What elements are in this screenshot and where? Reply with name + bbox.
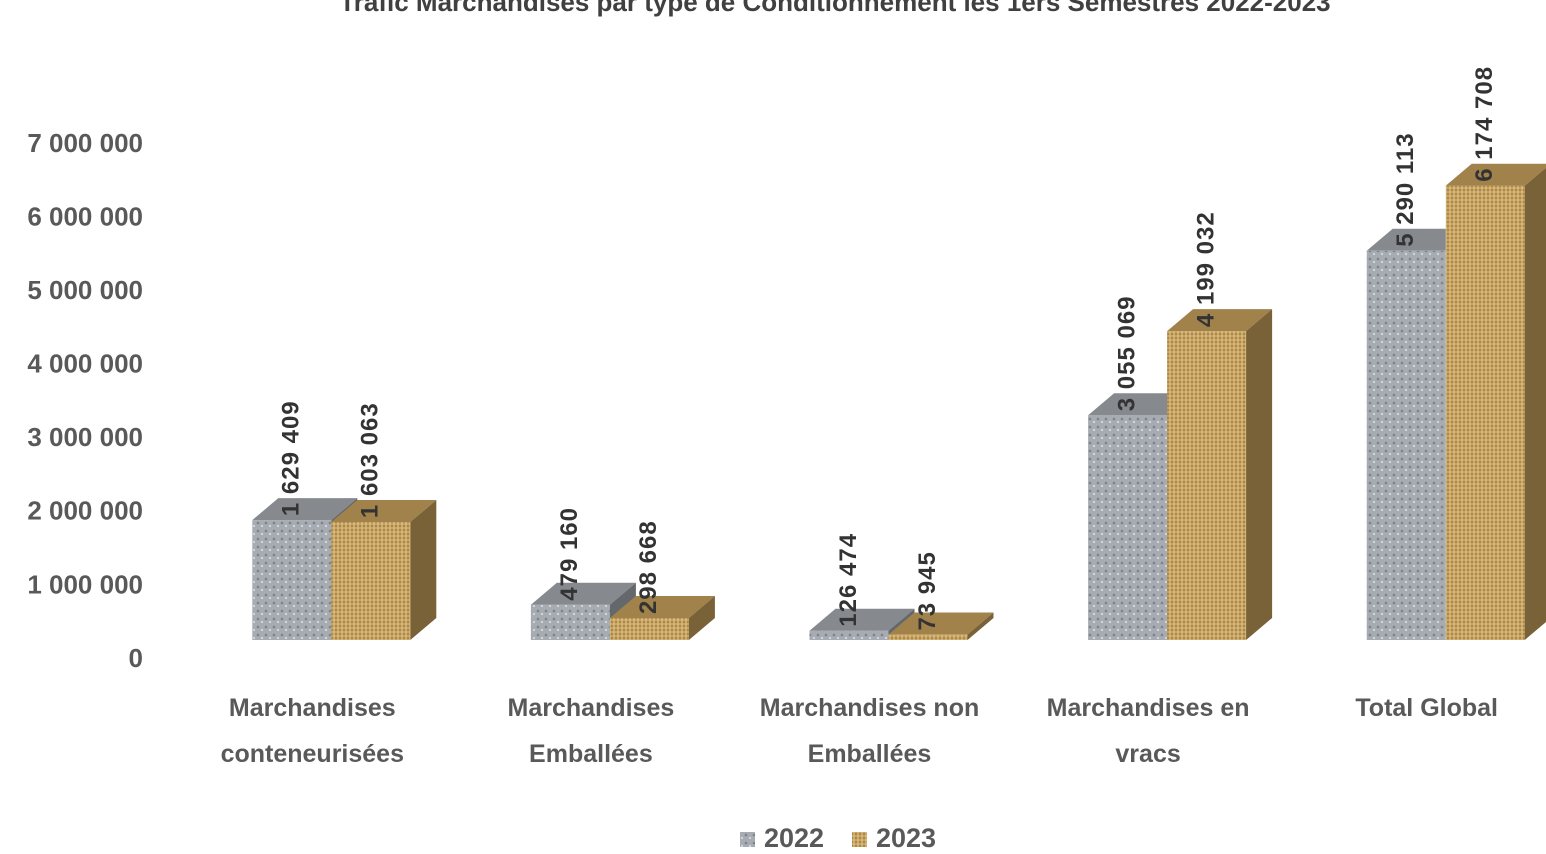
- y-tick-label: 7 000 000: [27, 128, 143, 158]
- bar-front: [609, 618, 689, 640]
- bar-front: [530, 604, 610, 640]
- bar-front: [809, 630, 889, 640]
- bar-top: [1167, 309, 1273, 332]
- bar: [1167, 309, 1273, 640]
- bar-front: [331, 522, 411, 640]
- legend-swatch: [740, 832, 755, 847]
- value-label: 298 668: [635, 520, 662, 614]
- legend-label: 2022: [764, 823, 824, 853]
- x-tick-label: Total Global: [1355, 694, 1498, 722]
- bar-front: [1445, 185, 1525, 641]
- y-tick-label: 2 000 000: [27, 496, 143, 526]
- bar-top: [1366, 228, 1472, 251]
- bar-top: [609, 596, 715, 619]
- bar-top: [1088, 393, 1194, 416]
- bar-side: [688, 596, 715, 640]
- bar: [1445, 163, 1546, 641]
- bar-top: [331, 500, 437, 523]
- x-tick-label: Marchandises en vracs: [1046, 694, 1250, 768]
- y-tick-label: 3 000 000: [27, 422, 143, 452]
- bar-top: [1445, 163, 1546, 186]
- bar-top: [809, 608, 915, 631]
- legend-swatch: [852, 832, 867, 847]
- x-tick-label: Marchandises conteneurisées: [220, 694, 404, 768]
- bar-top: [530, 582, 636, 605]
- y-tick-label: 4 000 000: [27, 349, 143, 379]
- value-label: 4 199 032: [1192, 211, 1219, 327]
- bar-front: [1167, 331, 1247, 640]
- x-tick-label: Marchandises non Emballées: [759, 694, 980, 768]
- bar: [331, 500, 437, 640]
- chart-title: Trafic Marchandises par type de Conditio…: [339, 0, 1330, 17]
- bar-side: [1524, 167, 1546, 640]
- value-label: 1 603 063: [357, 402, 384, 518]
- value-label: 5 290 113: [1392, 132, 1419, 246]
- value-label: 73 945: [914, 551, 941, 630]
- bar-side: [1246, 309, 1273, 640]
- bar-front: [252, 520, 332, 640]
- value-label: 126 474: [835, 533, 862, 627]
- y-tick-label: 1 000 000: [27, 569, 143, 599]
- value-label: 479 160: [556, 507, 583, 601]
- y-tick-label: 0: [129, 643, 143, 673]
- bar: [609, 596, 715, 640]
- bar-front: [1088, 415, 1168, 640]
- bar-top: [252, 498, 358, 521]
- y-tick-label: 6 000 000: [27, 201, 143, 231]
- y-tick-label: 5 000 000: [27, 275, 143, 305]
- bar-top: [888, 612, 994, 635]
- x-tick-label: Marchandises Emballées: [507, 694, 675, 768]
- bar-side: [410, 500, 437, 640]
- bar-front: [1366, 250, 1446, 640]
- bar: [888, 612, 994, 640]
- value-label: 1 629 409: [278, 400, 305, 516]
- bar-front: [888, 634, 968, 640]
- value-label: 3 055 069: [1113, 295, 1140, 411]
- legend-label: 2023: [876, 823, 936, 853]
- value-label: 6 174 708: [1471, 66, 1498, 182]
- bar-side: [967, 612, 994, 640]
